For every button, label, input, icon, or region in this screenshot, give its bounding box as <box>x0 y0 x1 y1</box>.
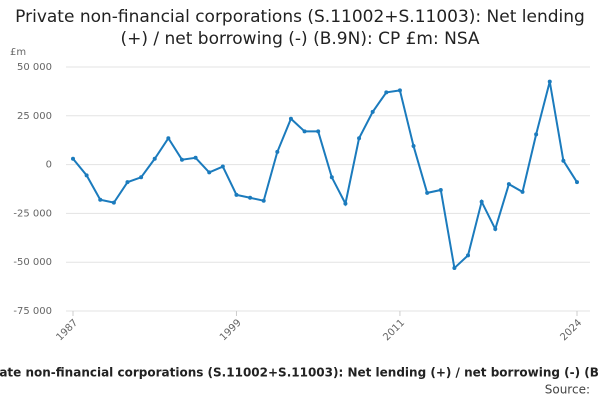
y-tick-label: -75 000 <box>13 306 52 317</box>
x-tick-label: 2024 <box>558 317 584 343</box>
data-point <box>288 116 293 121</box>
y-tick-label: -25 000 <box>13 208 52 219</box>
data-point <box>384 90 389 95</box>
data-point <box>193 155 198 160</box>
line-series <box>72 81 578 271</box>
data-point <box>479 199 484 204</box>
data-point <box>534 132 539 137</box>
x-tick-label: 1987 <box>54 317 80 343</box>
data-point <box>466 253 471 258</box>
data-point <box>316 129 321 134</box>
data-point <box>125 180 130 185</box>
data-point <box>575 180 579 185</box>
data-point <box>261 198 266 203</box>
data-point <box>343 201 348 206</box>
data-point <box>207 170 212 175</box>
y-tick-label: 50 000 <box>17 62 52 73</box>
data-point <box>370 109 375 114</box>
data-point <box>84 173 89 178</box>
x-tick-label: 1999 <box>218 317 244 343</box>
data-point <box>452 266 457 271</box>
x-axis-label: Private non-financial corporations (S.11… <box>0 366 600 380</box>
data-point <box>98 197 103 202</box>
data-point <box>111 200 116 205</box>
data-point <box>220 164 225 169</box>
data-point <box>357 136 362 141</box>
data-point <box>139 175 144 180</box>
data-point <box>166 136 171 141</box>
data-point <box>520 189 525 194</box>
y-tick-label: -50 000 <box>13 257 52 268</box>
data-point <box>275 149 280 154</box>
data-point <box>234 192 239 197</box>
data-point <box>547 79 552 84</box>
y-axis-unit: £m <box>10 47 26 58</box>
chart-title: Private non-financial corporations (S.11… <box>15 7 585 49</box>
data-point <box>493 227 498 232</box>
data-point <box>397 88 402 93</box>
data-point <box>506 182 511 187</box>
data-point <box>438 187 443 192</box>
data-point <box>248 195 253 200</box>
data-point <box>71 156 75 161</box>
data-point <box>152 156 157 161</box>
data-point <box>425 190 430 195</box>
data-point <box>411 144 416 149</box>
data-point <box>302 129 307 134</box>
x-tick-label: 2011 <box>381 317 407 343</box>
data-point <box>179 157 184 162</box>
y-tick-label: 0 <box>46 160 52 171</box>
source-label: Source: <box>545 383 590 397</box>
y-tick-label: 25 000 <box>17 111 52 122</box>
data-point <box>329 175 334 180</box>
data-point <box>561 158 566 163</box>
